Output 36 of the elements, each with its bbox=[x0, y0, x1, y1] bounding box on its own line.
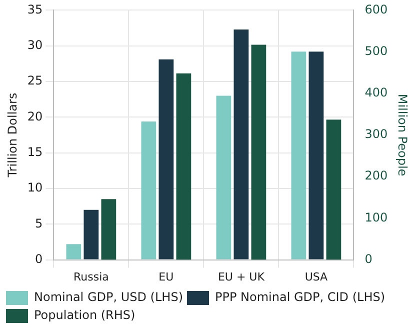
y-tick-label: 10 bbox=[27, 180, 43, 195]
bar bbox=[216, 96, 232, 260]
y-tick-label: 35 bbox=[27, 2, 43, 16]
legend-label: Nominal GDP, USD (LHS) bbox=[34, 290, 183, 304]
bar bbox=[84, 210, 99, 260]
x-tick-label: USA bbox=[304, 270, 328, 284]
y-tick-label: 15 bbox=[27, 144, 43, 159]
y-tick-label: 0 bbox=[35, 252, 43, 266]
x-tick-label: Russia bbox=[73, 270, 109, 284]
bar bbox=[101, 199, 116, 260]
y2-tick-label: 400 bbox=[364, 86, 388, 100]
y2-tick-label: 100 bbox=[364, 210, 388, 224]
y2-tick-label: 600 bbox=[364, 2, 388, 16]
bar bbox=[141, 121, 156, 260]
y-tick-label: 30 bbox=[27, 38, 43, 52]
x-tick-label: EU bbox=[158, 270, 174, 284]
legend-label: Population (RHS) bbox=[34, 308, 136, 322]
bar bbox=[326, 120, 342, 260]
bar bbox=[251, 44, 266, 260]
bar bbox=[291, 52, 306, 260]
y2-tick-label: 0 bbox=[364, 252, 372, 266]
bar bbox=[308, 52, 324, 260]
bar bbox=[176, 73, 192, 260]
y-tick-label: 5 bbox=[35, 216, 43, 230]
y-axis-title: Trillion Dollars bbox=[5, 92, 20, 178]
legend-label: PPP Nominal GDP, CID (LHS) bbox=[215, 290, 386, 304]
y2-tick-label: 200 bbox=[364, 168, 388, 183]
bar bbox=[66, 244, 82, 260]
x-tick-label: EU + UK bbox=[218, 270, 266, 284]
y2-tick-label: 300 bbox=[364, 127, 388, 142]
y-tick-label: 25 bbox=[27, 74, 43, 88]
y2-tick-label: 500 bbox=[364, 44, 388, 58]
bar bbox=[234, 29, 249, 260]
bar bbox=[158, 59, 174, 260]
y-tick-label: 20 bbox=[27, 109, 43, 124]
y2-axis-title: Million People bbox=[396, 94, 410, 176]
